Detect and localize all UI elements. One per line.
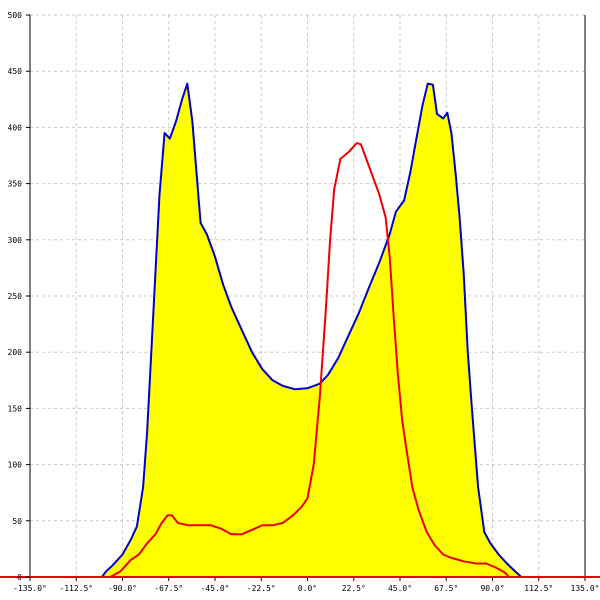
x-tick-label: 90.0°	[480, 584, 504, 593]
y-tick-label: 300	[8, 236, 23, 245]
x-tick-label: -135.0°	[13, 584, 47, 593]
y-tick-label: 50	[12, 517, 22, 526]
x-axis-ticks: -135.0° -112.5° -90.0° -67.5° -45.0° -22.5° 0.…	[13, 577, 599, 593]
y-tick-label: 350	[8, 180, 23, 189]
y-tick-label: 100	[8, 461, 23, 470]
x-tick-label: 112.5°	[524, 584, 553, 593]
x-tick-label: 22.5°	[342, 584, 366, 593]
x-tick-label: -90.0°	[108, 584, 137, 593]
y-tick-label: 200	[8, 348, 23, 357]
x-tick-label: -45.0°	[201, 584, 230, 593]
y-tick-label: 400	[8, 123, 23, 132]
y-tick-label: 150	[8, 404, 23, 413]
y-tick-label: 0	[17, 573, 22, 582]
x-tick-label: 0.0°	[298, 584, 317, 593]
x-tick-label: -67.5°	[154, 584, 183, 593]
x-tick-label: 135.0°	[571, 584, 600, 593]
x-tick-label: 45.0°	[388, 584, 412, 593]
series-lines	[101, 82, 522, 578]
x-tick-label: -22.5°	[247, 584, 276, 593]
y-tick-label: 450	[8, 67, 23, 76]
filled-areas	[101, 83, 522, 577]
x-tick-label: -112.5°	[59, 584, 93, 593]
y-tick-label: 250	[8, 292, 23, 301]
x-tick-label: 67.5°	[434, 584, 458, 593]
area-fill-blue	[101, 83, 522, 577]
y-tick-label: 500	[8, 11, 23, 20]
y-axis-ticks: 0 50 100 150 200 250 300 350 400 450 500	[8, 11, 30, 582]
series-line-red	[109, 142, 510, 578]
